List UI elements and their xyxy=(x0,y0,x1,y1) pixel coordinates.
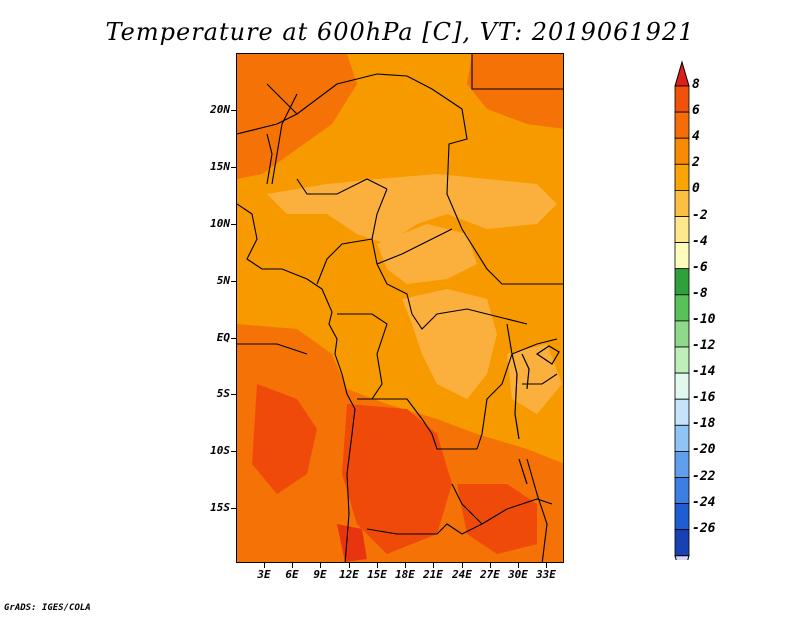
colorbar-tick-label: -6 xyxy=(692,259,708,275)
lakes xyxy=(511,345,560,485)
lat-tick xyxy=(231,451,236,452)
colorbar-segment xyxy=(674,503,690,531)
lat-label: 15N xyxy=(210,160,230,173)
colorbar-tick-label: 2 xyxy=(692,155,700,171)
colorbar-tick-label: -14 xyxy=(692,364,716,380)
colorbar-segment xyxy=(674,450,690,478)
map-title: Temperature at 600hPa [C], VT: 201906192… xyxy=(105,18,695,46)
lon-tick xyxy=(292,563,293,568)
lon-label: 33E xyxy=(536,568,556,581)
lon-tick xyxy=(377,563,378,568)
lat-tick xyxy=(231,338,236,339)
colorbar-tick-label: 8 xyxy=(692,77,700,92)
colorbar-tick-label: -22 xyxy=(692,468,716,484)
lat-label: 5N xyxy=(216,274,230,287)
lat-tick xyxy=(231,281,236,282)
colorbar-segment xyxy=(674,85,690,113)
band-0-2-congo xyxy=(402,289,497,399)
colorbar-segment xyxy=(674,529,690,557)
colorbar-segment xyxy=(674,216,690,244)
colorbar xyxy=(674,60,690,560)
grads-credit: GrADS: IGES/COLA xyxy=(4,603,91,613)
colorbar-tick-label: -2 xyxy=(692,207,708,223)
lon-tick xyxy=(433,563,434,568)
colorbar-tick-label: -20 xyxy=(692,442,716,458)
colorbar-segment xyxy=(674,320,690,348)
colorbar-tick-label: -16 xyxy=(692,390,716,406)
band-0-2-sahel xyxy=(267,174,557,244)
colorbar-tick-label: -10 xyxy=(692,311,716,327)
band-4-6-north-east xyxy=(467,54,563,129)
colorbar-tick-label: -8 xyxy=(692,285,708,301)
lat-tick xyxy=(231,394,236,395)
colorbar-tick-label: -12 xyxy=(692,338,716,353)
lon-tick xyxy=(349,563,350,568)
lon-label: 21E xyxy=(423,568,443,581)
lat-tick xyxy=(231,167,236,168)
band-gt8-south xyxy=(337,524,367,562)
lat-tick xyxy=(231,508,236,509)
lat-label: 15S xyxy=(210,501,230,514)
colorbar-tick-label: 6 xyxy=(692,103,700,119)
lat-tick xyxy=(231,110,236,111)
colorbar-segment xyxy=(674,111,690,139)
colorbar-segment xyxy=(674,242,690,270)
lon-label: 3E xyxy=(257,568,271,581)
lon-tick xyxy=(264,563,265,568)
colorbar-top-arrow xyxy=(674,60,690,87)
coastline-west xyxy=(237,203,356,562)
lon-tick xyxy=(405,563,406,568)
colorbar-tick-label: -24 xyxy=(692,494,716,510)
lon-tick xyxy=(546,563,547,568)
lat-tick xyxy=(231,224,236,225)
lat-label: 10S xyxy=(210,444,230,457)
colorbar-segment xyxy=(674,163,690,191)
lat-label: 10N xyxy=(210,217,230,230)
lon-label: 24E xyxy=(452,568,472,581)
temperature-map xyxy=(236,53,564,563)
band-6-8-angola xyxy=(342,404,452,554)
lon-label: 15E xyxy=(367,568,387,581)
colorbar-tick-label: 4 xyxy=(692,129,700,145)
colorbar-segment xyxy=(674,346,690,374)
lon-tick xyxy=(320,563,321,568)
colorbar-tick-label: -26 xyxy=(692,520,716,536)
colorbar-segment xyxy=(674,372,690,400)
lon-label: 6E xyxy=(285,568,299,581)
band-0-2-central xyxy=(377,224,477,284)
band-6-8-atlantic xyxy=(252,384,317,494)
temperature-field xyxy=(237,54,563,562)
country-borders xyxy=(237,54,563,562)
lat-label: 5S xyxy=(216,387,230,400)
lat-label: 20N xyxy=(210,103,230,116)
lon-tick xyxy=(490,563,491,568)
colorbar-tick-label: -4 xyxy=(692,233,708,249)
colorbar-tick-label: -18 xyxy=(692,416,716,432)
lon-tick xyxy=(462,563,463,568)
band-4-6-north-west xyxy=(237,54,357,179)
colorbar-segment xyxy=(674,294,690,322)
lon-label: 12E xyxy=(339,568,359,581)
colorbar-segment xyxy=(674,137,690,165)
colorbar-segment xyxy=(674,398,690,426)
lat-label: EQ xyxy=(216,331,230,344)
colorbar-segment xyxy=(674,189,690,217)
lon-label: 18E xyxy=(395,568,415,581)
colorbar-bottom-arrow xyxy=(674,555,690,560)
colorbar-tick-label: 0 xyxy=(692,181,700,197)
colorbar-segment xyxy=(674,424,690,452)
band-6-8-zambia xyxy=(457,484,537,554)
colorbar-segment xyxy=(674,268,690,296)
lon-label: 9E xyxy=(313,568,327,581)
lon-label: 27E xyxy=(480,568,500,581)
lon-tick xyxy=(518,563,519,568)
colorbar-segment xyxy=(674,477,690,505)
lon-label: 30E xyxy=(508,568,528,581)
